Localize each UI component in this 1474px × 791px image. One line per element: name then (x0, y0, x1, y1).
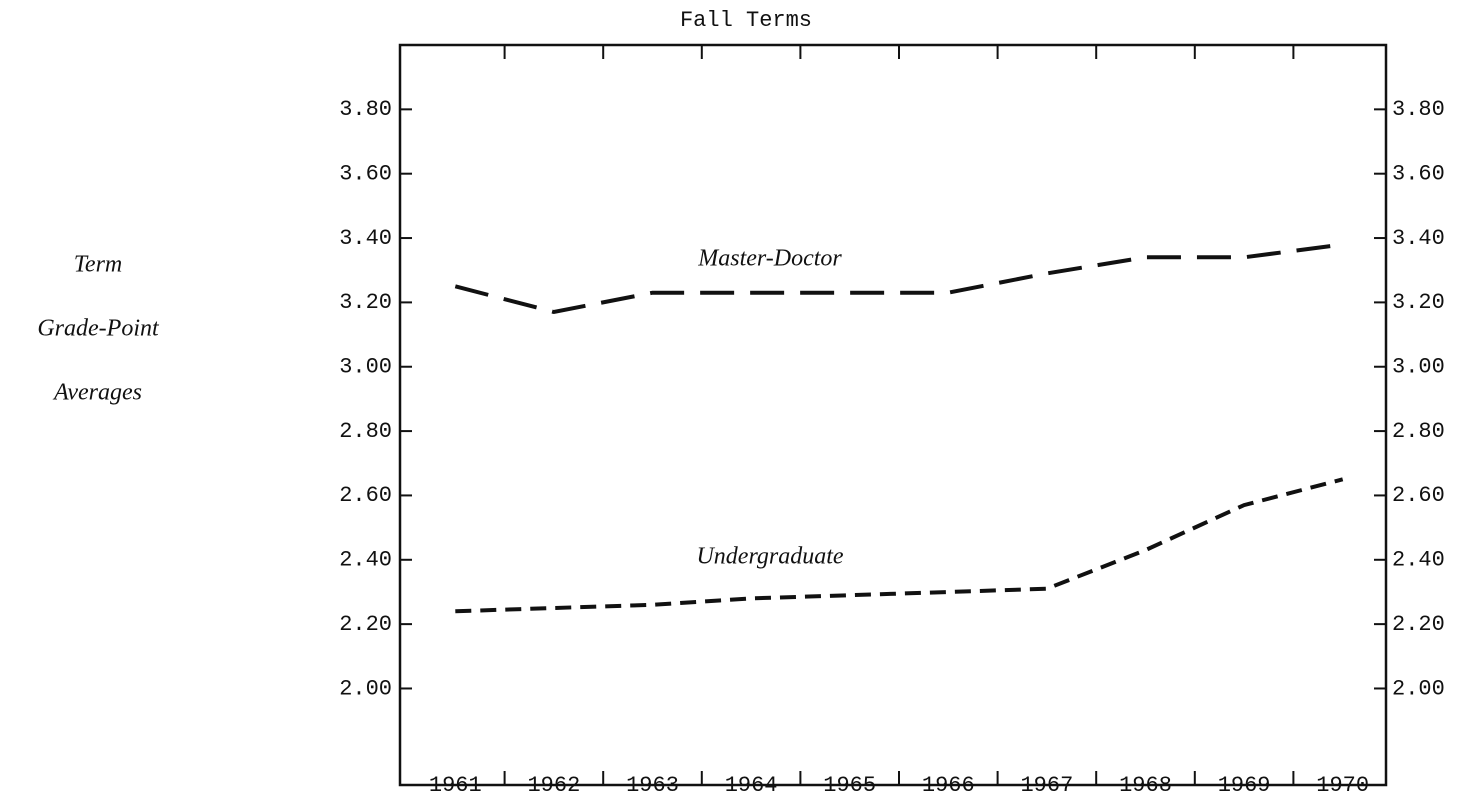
x-tick-label: 1966 (922, 773, 975, 791)
y2-tick-label: 2.20 (1392, 612, 1445, 637)
series-line (454, 242, 1343, 315)
series-line (455, 477, 1344, 614)
y-tick-label: 3.40 (339, 226, 392, 251)
y-tick-label: 3.20 (339, 290, 392, 315)
plot-frame (398, 43, 1388, 787)
y-tick-label: 2.20 (339, 612, 392, 637)
x-tick-label: 1967 (1020, 773, 1073, 791)
y2-tick-label: 2.60 (1392, 483, 1445, 508)
x-tick-label: 1970 (1316, 773, 1369, 791)
y-tick-label: 3.60 (339, 162, 392, 187)
y-tick-label: 2.80 (339, 419, 392, 444)
x-tick-label: 1965 (823, 773, 876, 791)
x-tick-label: 1962 (527, 773, 580, 791)
y-axis-label: Term (74, 252, 122, 278)
y-tick-label: 2.60 (339, 483, 392, 508)
series-label: Undergraduate (696, 544, 843, 570)
y2-tick-label: 2.80 (1392, 419, 1445, 444)
y2-tick-label: 3.00 (1392, 355, 1445, 380)
y-axis-label: Grade-Point (37, 316, 160, 342)
y2-tick-label: 3.20 (1392, 290, 1445, 315)
x-tick-label: 1963 (626, 773, 679, 791)
y-axis-label: Averages (52, 380, 142, 406)
series-label: Master-Doctor (697, 246, 842, 272)
y-tick-label: 3.00 (339, 355, 392, 380)
chart-title: Fall Terms (680, 8, 812, 33)
x-tick-label: 1964 (725, 773, 778, 791)
y-tick-label: 2.40 (339, 548, 392, 573)
x-tick-label: 1969 (1218, 773, 1271, 791)
y2-tick-label: 2.00 (1392, 676, 1445, 701)
y-tick-label: 2.00 (339, 676, 392, 701)
y2-tick-label: 2.40 (1392, 548, 1445, 573)
x-tick-label: 1961 (429, 773, 482, 791)
y2-tick-label: 3.40 (1392, 226, 1445, 251)
y-tick-label: 3.80 (339, 97, 392, 122)
y2-tick-label: 3.60 (1392, 162, 1445, 187)
x-tick-label: 1968 (1119, 773, 1172, 791)
y2-tick-label: 3.80 (1392, 97, 1445, 122)
